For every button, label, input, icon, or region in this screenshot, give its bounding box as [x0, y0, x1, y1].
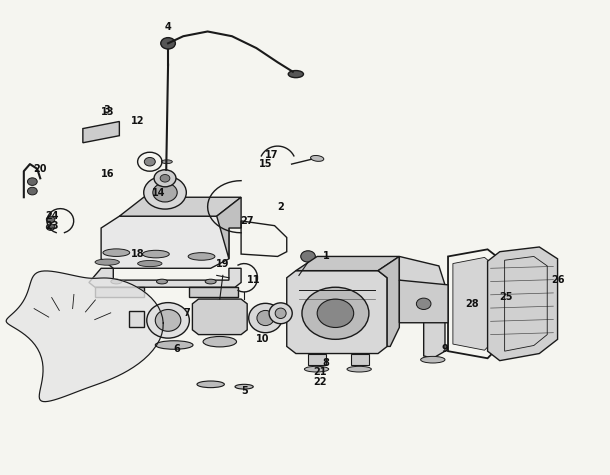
Polygon shape [378, 256, 400, 346]
Text: 23: 23 [46, 221, 59, 231]
Polygon shape [400, 280, 448, 323]
Polygon shape [296, 256, 400, 271]
Circle shape [144, 176, 186, 209]
Ellipse shape [95, 259, 120, 265]
Text: 17: 17 [265, 150, 278, 160]
Text: 27: 27 [240, 216, 254, 226]
Text: 24: 24 [46, 211, 59, 221]
Circle shape [302, 287, 369, 339]
Text: 18: 18 [131, 249, 145, 259]
Text: 5: 5 [241, 387, 248, 397]
Circle shape [46, 224, 55, 230]
Ellipse shape [147, 303, 189, 338]
Polygon shape [351, 353, 369, 365]
Text: 2: 2 [278, 202, 284, 212]
Ellipse shape [304, 366, 329, 372]
Polygon shape [83, 122, 120, 143]
Polygon shape [129, 311, 144, 327]
Text: 28: 28 [465, 299, 479, 309]
Ellipse shape [347, 366, 371, 372]
Text: 10: 10 [256, 334, 269, 344]
Ellipse shape [289, 71, 304, 77]
Text: 11: 11 [246, 275, 260, 285]
Circle shape [160, 174, 170, 182]
Text: 1: 1 [323, 251, 329, 261]
Polygon shape [6, 271, 163, 402]
Polygon shape [287, 271, 387, 353]
Circle shape [46, 216, 55, 223]
Text: 19: 19 [216, 258, 229, 268]
Circle shape [154, 170, 176, 187]
Circle shape [161, 38, 175, 49]
Text: 6: 6 [174, 344, 181, 354]
Text: 21: 21 [314, 368, 327, 378]
Polygon shape [217, 197, 241, 259]
Ellipse shape [235, 384, 253, 389]
Text: 15: 15 [259, 159, 272, 169]
Circle shape [27, 178, 37, 185]
Text: 26: 26 [551, 275, 564, 285]
Ellipse shape [257, 311, 274, 325]
Text: 7: 7 [183, 308, 190, 318]
Polygon shape [192, 299, 247, 334]
Text: 20: 20 [34, 164, 47, 174]
Text: 12: 12 [131, 116, 145, 126]
Ellipse shape [157, 279, 168, 284]
Ellipse shape [111, 279, 122, 284]
Polygon shape [95, 287, 144, 297]
Ellipse shape [103, 249, 130, 256]
Polygon shape [453, 257, 492, 350]
Ellipse shape [188, 253, 215, 260]
Circle shape [145, 157, 156, 166]
Polygon shape [400, 256, 445, 358]
Text: 3: 3 [104, 104, 110, 114]
Polygon shape [89, 268, 241, 287]
Ellipse shape [205, 279, 216, 284]
Polygon shape [487, 247, 558, 361]
Polygon shape [120, 197, 241, 216]
Ellipse shape [156, 341, 193, 349]
Text: 4: 4 [165, 22, 171, 32]
Polygon shape [101, 216, 229, 268]
Circle shape [27, 187, 37, 195]
Ellipse shape [421, 356, 445, 363]
Ellipse shape [203, 336, 237, 347]
Circle shape [301, 251, 315, 262]
Ellipse shape [162, 160, 172, 163]
Ellipse shape [249, 304, 282, 332]
Ellipse shape [310, 155, 324, 162]
Circle shape [153, 183, 177, 202]
Text: 25: 25 [499, 292, 512, 302]
Circle shape [317, 299, 354, 327]
Ellipse shape [143, 250, 170, 258]
Text: 13: 13 [101, 107, 114, 117]
Ellipse shape [269, 303, 292, 323]
Text: 14: 14 [152, 188, 166, 198]
Circle shape [417, 298, 431, 310]
Text: 9: 9 [442, 344, 448, 354]
Polygon shape [308, 353, 326, 365]
Ellipse shape [197, 381, 224, 388]
Polygon shape [189, 287, 238, 297]
Text: 8: 8 [323, 358, 330, 368]
Ellipse shape [138, 260, 162, 266]
Text: 16: 16 [101, 169, 114, 179]
Ellipse shape [156, 310, 181, 331]
Text: 22: 22 [314, 377, 327, 387]
Ellipse shape [275, 308, 286, 318]
